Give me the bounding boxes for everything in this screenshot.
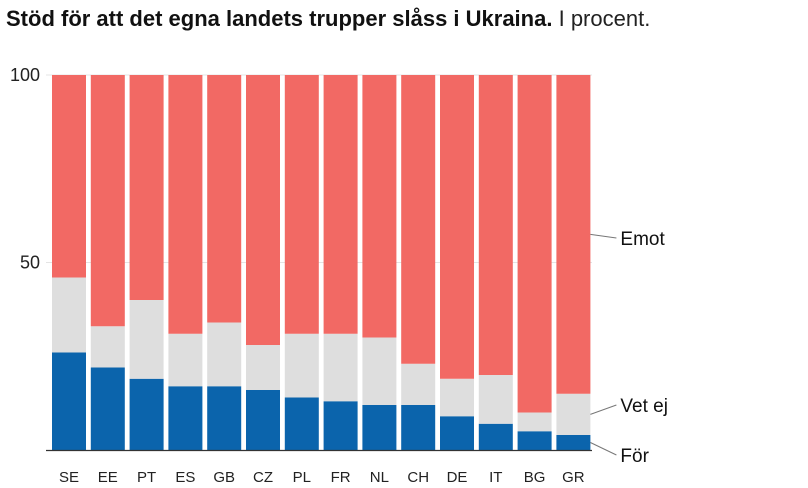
x-tick-label: GB bbox=[213, 469, 235, 486]
x-tick-label: DE bbox=[447, 469, 468, 486]
bar-gb-för bbox=[207, 386, 242, 450]
legend-vet-ej-leader bbox=[590, 404, 617, 415]
chart-title-subtitle: I procent. bbox=[558, 6, 651, 31]
bar-se-vet-ej bbox=[52, 277, 86, 353]
x-tick-label: PT bbox=[137, 469, 156, 486]
bar-fr-emot bbox=[323, 75, 358, 334]
bar-gr-emot bbox=[556, 75, 591, 394]
x-tick-label: IT bbox=[489, 469, 502, 486]
y-tick-label: 50 bbox=[20, 253, 40, 273]
legend-for-label: För bbox=[620, 446, 649, 467]
bar-gr-vet-ej bbox=[556, 393, 591, 435]
legend-emot-label: Emot bbox=[620, 229, 665, 250]
chart-title-bold: Stöd för att det egna landets trupper sl… bbox=[6, 6, 553, 31]
x-axis: SE EE PT ES GB CZ PL FR NL CH DE IT BG GR bbox=[46, 449, 592, 486]
bar-bg-emot bbox=[517, 75, 552, 413]
bar-de-vet-ej bbox=[440, 378, 474, 417]
bar-it-vet-ej bbox=[478, 375, 513, 424]
bars bbox=[52, 75, 591, 450]
chart-title: Stöd för att det egna landets trupper sl… bbox=[6, 6, 650, 32]
bar-ee-för bbox=[90, 367, 125, 450]
bar-es-vet-ej bbox=[168, 333, 203, 387]
bar-de-för bbox=[440, 416, 474, 450]
y-tick-label: 100 bbox=[10, 65, 40, 85]
y-axis: 50 100 bbox=[10, 65, 40, 273]
legend-emot-leader bbox=[590, 233, 617, 239]
bar-se-för bbox=[52, 352, 86, 450]
x-tick-label: FR bbox=[331, 469, 351, 486]
bar-ch-för bbox=[401, 405, 436, 450]
bar-pl-emot bbox=[284, 75, 319, 334]
legend-for-leader bbox=[590, 442, 617, 456]
bar-it-emot bbox=[478, 75, 513, 375]
x-tick-label: EE bbox=[98, 469, 118, 486]
bar-cz-emot bbox=[246, 75, 280, 345]
bar-gb-vet-ej bbox=[207, 322, 242, 387]
bar-fr-för bbox=[323, 401, 358, 450]
bar-gr-för bbox=[556, 435, 591, 450]
bar-nl-vet-ej bbox=[362, 337, 397, 405]
bar-ee-vet-ej bbox=[90, 326, 125, 368]
bar-pt-för bbox=[129, 378, 164, 450]
bar-pl-vet-ej bbox=[284, 333, 319, 398]
bar-pt-emot bbox=[129, 75, 164, 300]
x-tick-label: GR bbox=[562, 469, 585, 486]
bar-fr-vet-ej bbox=[323, 333, 358, 402]
x-tick-label: CZ bbox=[253, 469, 273, 486]
x-tick-label: CH bbox=[407, 469, 429, 486]
bar-nl-för bbox=[362, 405, 397, 450]
bar-bg-vet-ej bbox=[517, 412, 552, 432]
bar-ch-vet-ej bbox=[401, 363, 436, 405]
bar-cz-för bbox=[246, 390, 280, 450]
bar-gb-emot bbox=[207, 75, 242, 323]
legend-vet-ej-label: Vet ej bbox=[620, 396, 668, 417]
bar-ee-emot bbox=[90, 75, 125, 327]
x-tick-label: BG bbox=[524, 469, 546, 486]
legend: Emot Vet ej För bbox=[590, 229, 668, 467]
bar-es-emot bbox=[168, 75, 203, 334]
bar-es-för bbox=[168, 386, 203, 450]
x-tick-label: SE bbox=[59, 469, 79, 486]
bar-se-emot bbox=[52, 75, 86, 278]
bar-cz-vet-ej bbox=[246, 345, 280, 390]
x-tick-label: PL bbox=[293, 469, 311, 486]
bar-de-emot bbox=[440, 75, 474, 379]
x-tick-label: NL bbox=[370, 469, 389, 486]
bar-pt-vet-ej bbox=[129, 300, 164, 379]
x-tick-label: ES bbox=[175, 469, 195, 486]
bar-ch-emot bbox=[401, 75, 436, 364]
bar-bg-för bbox=[517, 431, 552, 450]
bar-nl-emot bbox=[362, 75, 397, 338]
bar-it-för bbox=[478, 423, 513, 450]
bar-pl-för bbox=[284, 397, 319, 450]
